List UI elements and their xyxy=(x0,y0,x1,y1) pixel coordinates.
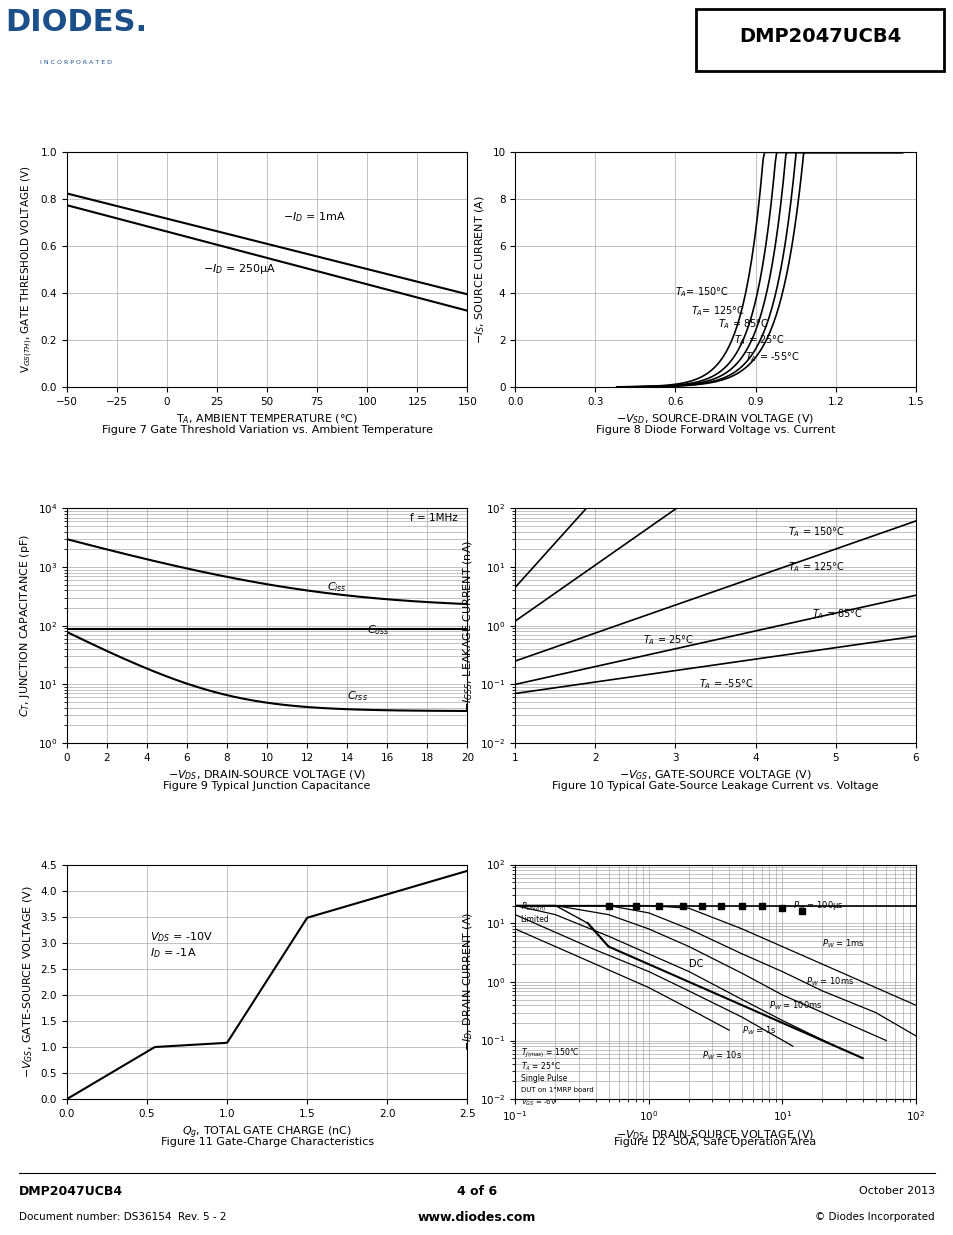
Text: Figure 9 Typical Junction Capacitance: Figure 9 Typical Junction Capacitance xyxy=(163,782,371,792)
Text: $T_A$ = 25°C: $T_A$ = 25°C xyxy=(642,634,694,647)
Text: Single Pulse: Single Pulse xyxy=(520,1074,566,1083)
Text: $T_A$ = -55°C: $T_A$ = -55°C xyxy=(699,677,753,690)
Text: $T_{J(max)}$ = 150°C: $T_{J(max)}$ = 150°C xyxy=(520,1047,578,1060)
Text: I N C O R P O R A T E D: I N C O R P O R A T E D xyxy=(40,61,112,65)
Text: DMP2047UCB4: DMP2047UCB4 xyxy=(739,27,901,46)
X-axis label: $-V_{DS}$, DRAIN-SOURCE VOLTAGE (V): $-V_{DS}$, DRAIN-SOURCE VOLTAGE (V) xyxy=(616,1129,814,1142)
Text: $P_W$ = 10s: $P_W$ = 10s xyxy=(701,1050,741,1062)
Text: $R_{DS(on)}$
Limited: $R_{DS(on)}$ Limited xyxy=(520,900,549,924)
Text: $V_{DS}$ = -10V
$I_D$ = -1A: $V_{DS}$ = -10V $I_D$ = -1A xyxy=(150,930,213,960)
Text: $T_A$ = 25°C: $T_A$ = 25°C xyxy=(520,1061,560,1073)
X-axis label: $-V_{DS}$, DRAIN-SOURCE VOLTAGE (V): $-V_{DS}$, DRAIN-SOURCE VOLTAGE (V) xyxy=(168,768,366,782)
Y-axis label: $-I_{GSS}$, LEAKAGE CURRENT (nA): $-I_{GSS}$, LEAKAGE CURRENT (nA) xyxy=(460,540,474,711)
Y-axis label: V$_{GS(TH)}$, GATE THRESHOLD VOLTAGE (V): V$_{GS(TH)}$, GATE THRESHOLD VOLTAGE (V) xyxy=(20,165,35,373)
Y-axis label: $-I_D$, DRAIN CURRENT (A): $-I_D$, DRAIN CURRENT (A) xyxy=(460,913,474,1051)
Y-axis label: $-I_S$, SOURCE CURRENT (A): $-I_S$, SOURCE CURRENT (A) xyxy=(473,195,486,345)
Text: $T_A$ = 25°C: $T_A$ = 25°C xyxy=(734,333,784,347)
Text: October 2013: October 2013 xyxy=(858,1187,934,1197)
Text: $C_{iss}$: $C_{iss}$ xyxy=(327,580,347,594)
Text: $T_A$ = 85°C: $T_A$ = 85°C xyxy=(718,317,768,331)
X-axis label: T$_A$, AMBIENT TEMPERATURE (°C): T$_A$, AMBIENT TEMPERATURE (°C) xyxy=(176,412,357,426)
Text: $P_W$ = 10ms: $P_W$ = 10ms xyxy=(805,976,853,988)
Text: 4 of 6: 4 of 6 xyxy=(456,1184,497,1198)
X-axis label: $Q_g$, TOTAL GATE CHARGE (nC): $Q_g$, TOTAL GATE CHARGE (nC) xyxy=(182,1124,352,1141)
Text: © Diodes Incorporated: © Diodes Incorporated xyxy=(815,1212,934,1221)
Text: $P_W$ = 1s: $P_W$ = 1s xyxy=(741,1025,776,1037)
Text: $T_A$= 150°C: $T_A$= 150°C xyxy=(675,285,729,299)
Text: DIODES.: DIODES. xyxy=(6,7,147,37)
Text: Figure 11 Gate-Charge Characteristics: Figure 11 Gate-Charge Characteristics xyxy=(160,1137,374,1147)
Text: $P_W$ = 1ms: $P_W$ = 1ms xyxy=(821,937,864,950)
Text: $T_A$ = 150°C: $T_A$ = 150°C xyxy=(787,525,843,538)
Text: $C_{rss}$: $C_{rss}$ xyxy=(347,689,368,704)
Text: $T_A$= 125°C: $T_A$= 125°C xyxy=(691,304,744,319)
X-axis label: $-V_{SD}$, SOURCE-DRAIN VOLTAGE (V): $-V_{SD}$, SOURCE-DRAIN VOLTAGE (V) xyxy=(616,412,814,426)
Text: Figure 8 Diode Forward Voltage vs. Current: Figure 8 Diode Forward Voltage vs. Curre… xyxy=(595,425,835,435)
Text: $-I_D$ = 250μA: $-I_D$ = 250μA xyxy=(203,262,275,275)
Text: www.diodes.com: www.diodes.com xyxy=(417,1210,536,1224)
Text: $T_A$ = -55°C: $T_A$ = -55°C xyxy=(744,350,799,364)
Text: $T_A$ = 85°C: $T_A$ = 85°C xyxy=(811,608,862,621)
Y-axis label: $C_T$, JUNCTION CAPACITANCE (pF): $C_T$, JUNCTION CAPACITANCE (pF) xyxy=(18,535,32,718)
X-axis label: $-V_{GS}$, GATE-SOURCE VOLTAGE (V): $-V_{GS}$, GATE-SOURCE VOLTAGE (V) xyxy=(618,768,811,782)
Text: $V_{GS}$ = -6V: $V_{GS}$ = -6V xyxy=(520,1098,556,1108)
Text: DUT on 1"MRP board: DUT on 1"MRP board xyxy=(520,1088,593,1093)
Text: $P_W$ = 100ms: $P_W$ = 100ms xyxy=(768,999,822,1013)
Text: DC: DC xyxy=(688,958,702,969)
Y-axis label: $-V_{GS}$, GATE-SOURCE VOLTAGE (V): $-V_{GS}$, GATE-SOURCE VOLTAGE (V) xyxy=(21,885,35,1078)
Text: Figure 7 Gate Threshold Variation vs. Ambient Temperature: Figure 7 Gate Threshold Variation vs. Am… xyxy=(102,425,432,435)
Text: Document number: DS36154  Rev. 5 - 2: Document number: DS36154 Rev. 5 - 2 xyxy=(19,1212,227,1221)
Text: f = 1MHz: f = 1MHz xyxy=(409,514,457,524)
FancyBboxPatch shape xyxy=(696,9,943,72)
Text: Figure 12  SOA, Safe Operation Area: Figure 12 SOA, Safe Operation Area xyxy=(614,1137,816,1147)
Text: $-I_D$ = 1mA: $-I_D$ = 1mA xyxy=(283,210,346,225)
Text: DMP2047UCB4: DMP2047UCB4 xyxy=(19,1184,123,1198)
Text: Figure 10 Typical Gate-Source Leakage Current vs. Voltage: Figure 10 Typical Gate-Source Leakage Cu… xyxy=(552,782,878,792)
Text: $P_W$ = 100μs: $P_W$ = 100μs xyxy=(792,899,842,913)
Text: $C_{oss}$: $C_{oss}$ xyxy=(367,624,390,637)
Text: $T_A$ = 125°C: $T_A$ = 125°C xyxy=(787,559,843,573)
